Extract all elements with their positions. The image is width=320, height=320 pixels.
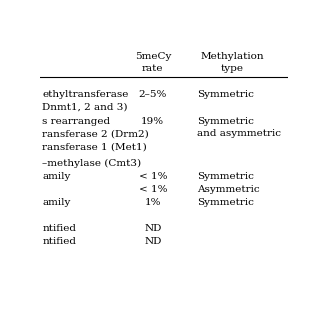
Text: ntified: ntified: [43, 224, 76, 233]
Text: type: type: [221, 64, 244, 73]
Text: 2–5%: 2–5%: [139, 90, 167, 99]
Text: < 1%: < 1%: [139, 172, 167, 181]
Text: Symmetric: Symmetric: [197, 197, 254, 207]
Text: Symmetric: Symmetric: [197, 172, 254, 181]
Text: ransferase 2 (Drm2): ransferase 2 (Drm2): [43, 129, 149, 138]
Text: Asymmetric: Asymmetric: [197, 185, 260, 194]
Text: ND: ND: [144, 224, 162, 233]
Text: 5meCy: 5meCy: [135, 52, 171, 61]
Text: amily: amily: [43, 172, 71, 181]
Text: amily: amily: [43, 197, 71, 207]
Text: Methylation: Methylation: [200, 52, 264, 61]
Text: s rearranged: s rearranged: [43, 116, 111, 125]
Text: ethyltransferase: ethyltransferase: [43, 90, 129, 99]
Text: 19%: 19%: [141, 116, 164, 125]
Text: ND: ND: [144, 236, 162, 245]
Text: Symmetric: Symmetric: [197, 90, 254, 99]
Text: < 1%: < 1%: [139, 185, 167, 194]
Text: Dnmt1, 2 and 3): Dnmt1, 2 and 3): [43, 103, 128, 112]
Text: ransferase 1 (Met1): ransferase 1 (Met1): [43, 142, 147, 151]
Text: and asymmetric: and asymmetric: [197, 129, 282, 138]
Text: rate: rate: [142, 64, 164, 73]
Text: –methylase (Cmt3): –methylase (Cmt3): [43, 159, 142, 168]
Text: 1%: 1%: [145, 197, 161, 207]
Text: ntified: ntified: [43, 236, 76, 245]
Text: Symmetric: Symmetric: [197, 116, 254, 125]
